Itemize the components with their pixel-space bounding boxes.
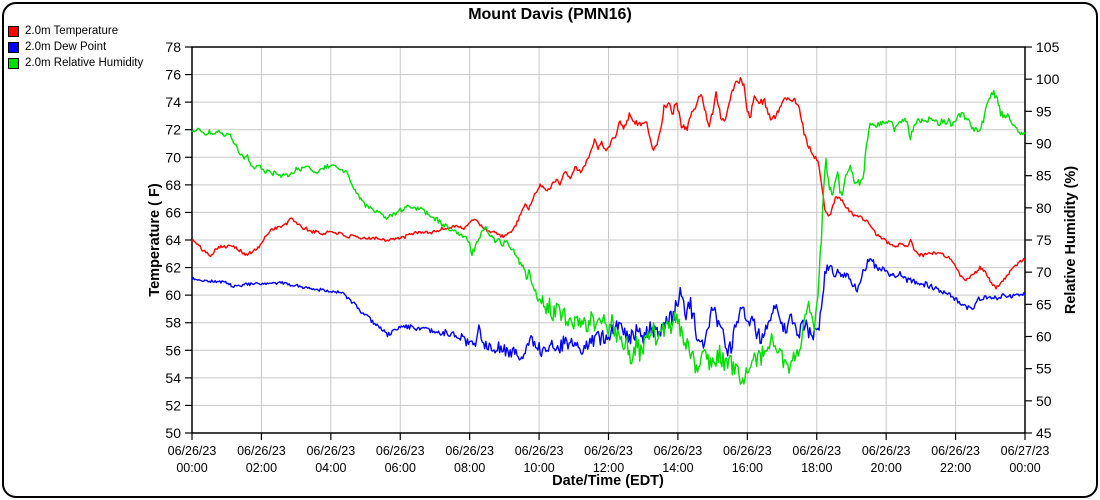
series-line-2-0m-temperature <box>191 76 1026 290</box>
y-left-tick-label: 54 <box>165 370 181 386</box>
y-right-tick-label: 100 <box>1036 71 1060 87</box>
y-left-tick-label: 70 <box>165 149 181 165</box>
x-tick-time-label: 20:00 <box>871 461 902 475</box>
y-left-tick-label: 66 <box>165 204 181 220</box>
series-line-2-0m-relative-humidity <box>191 89 1026 385</box>
y-right-tick-label: 60 <box>1036 329 1052 345</box>
legend-swatch-icon <box>8 25 19 37</box>
y-right-tick-label: 50 <box>1036 393 1052 409</box>
y-left-tick-label: 64 <box>165 232 181 248</box>
legend-label: 2.0m Temperature <box>25 25 119 37</box>
y-left-tick-label: 50 <box>165 425 181 441</box>
x-tick-date-label: 06/26/23 <box>931 444 980 458</box>
y-right-tick-label: 45 <box>1036 425 1052 441</box>
y-right-tick-label: 75 <box>1036 232 1052 248</box>
x-tick-time-label: 00:00 <box>1009 461 1040 475</box>
x-tick-date-label: 06/26/23 <box>306 444 355 458</box>
x-tick-time-label: 12:00 <box>593 461 624 475</box>
x-tick-date-label: 06/26/23 <box>584 444 633 458</box>
x-tick-date-label: 06/26/23 <box>376 444 425 458</box>
x-axis-title: Date/Time (EDT) <box>552 473 664 489</box>
legend-swatch-icon <box>8 57 19 69</box>
y-left-tick-label: 78 <box>165 39 181 55</box>
y-right-tick-label: 55 <box>1036 361 1052 377</box>
x-tick-time-label: 22:00 <box>940 461 971 475</box>
x-tick-date-label: 06/26/23 <box>168 444 217 458</box>
y-right-tick-label: 85 <box>1036 168 1052 184</box>
y-left-tick-label: 58 <box>165 315 181 331</box>
y-left-tick-label: 52 <box>165 397 181 413</box>
legend-label: 2.0m Relative Humidity <box>25 57 144 69</box>
y-left-tick-label: 56 <box>165 342 181 358</box>
legend-item: 2.0m Relative Humidity <box>8 55 143 71</box>
x-tick-time-label: 18:00 <box>801 461 832 475</box>
y-left-tick-label: 72 <box>165 122 181 138</box>
x-tick-time-label: 16:00 <box>732 461 763 475</box>
plot-frame <box>191 46 1026 434</box>
x-tick-date-label: 06/26/23 <box>862 444 911 458</box>
y-left-tick-label: 74 <box>165 94 181 110</box>
chart-title: Mount Davis (PMN16) <box>468 6 632 23</box>
legend: 2.0m Temperature 2.0m Dew Point 2.0m Relat… <box>8 23 143 71</box>
x-tick-time-label: 00:00 <box>176 461 207 475</box>
y-right-tick-label: 65 <box>1036 296 1052 312</box>
legend-swatch-icon <box>8 41 19 53</box>
y-left-tick-label: 60 <box>165 287 181 303</box>
x-tick-time-label: 14:00 <box>662 461 693 475</box>
y-right-tick-label: 70 <box>1036 264 1052 280</box>
x-tick-date-label: 06/26/23 <box>792 444 841 458</box>
x-tick-date-label: 06/27/23 <box>1001 444 1050 458</box>
x-tick-time-label: 08:00 <box>454 461 485 475</box>
legend-item: 2.0m Dew Point <box>8 39 143 55</box>
x-tick-time-label: 02:00 <box>246 461 277 475</box>
y-right-tick-label: 95 <box>1036 103 1052 119</box>
x-tick-date-label: 06/26/23 <box>723 444 772 458</box>
x-tick-time-label: 10:00 <box>523 461 554 475</box>
legend-label: 2.0m Dew Point <box>25 41 107 53</box>
x-tick-date-label: 06/26/23 <box>237 444 286 458</box>
y-right-tick-label: 105 <box>1036 39 1060 55</box>
y-left-tick-label: 62 <box>165 260 181 276</box>
x-tick-time-label: 06:00 <box>385 461 416 475</box>
series-line-2-0m-dew-point <box>191 258 1026 361</box>
x-tick-date-label: 06/26/23 <box>654 444 703 458</box>
x-tick-time-label: 04:00 <box>315 461 346 475</box>
y-left-tick-label: 68 <box>165 177 181 193</box>
x-tick-date-label: 06/26/23 <box>445 444 494 458</box>
legend-item: 2.0m Temperature <box>8 23 143 39</box>
y-left-tick-label: 76 <box>165 67 181 83</box>
y-right-tick-label: 90 <box>1036 136 1052 152</box>
x-tick-date-label: 06/26/23 <box>515 444 564 458</box>
y-right-tick-label: 80 <box>1036 200 1052 216</box>
